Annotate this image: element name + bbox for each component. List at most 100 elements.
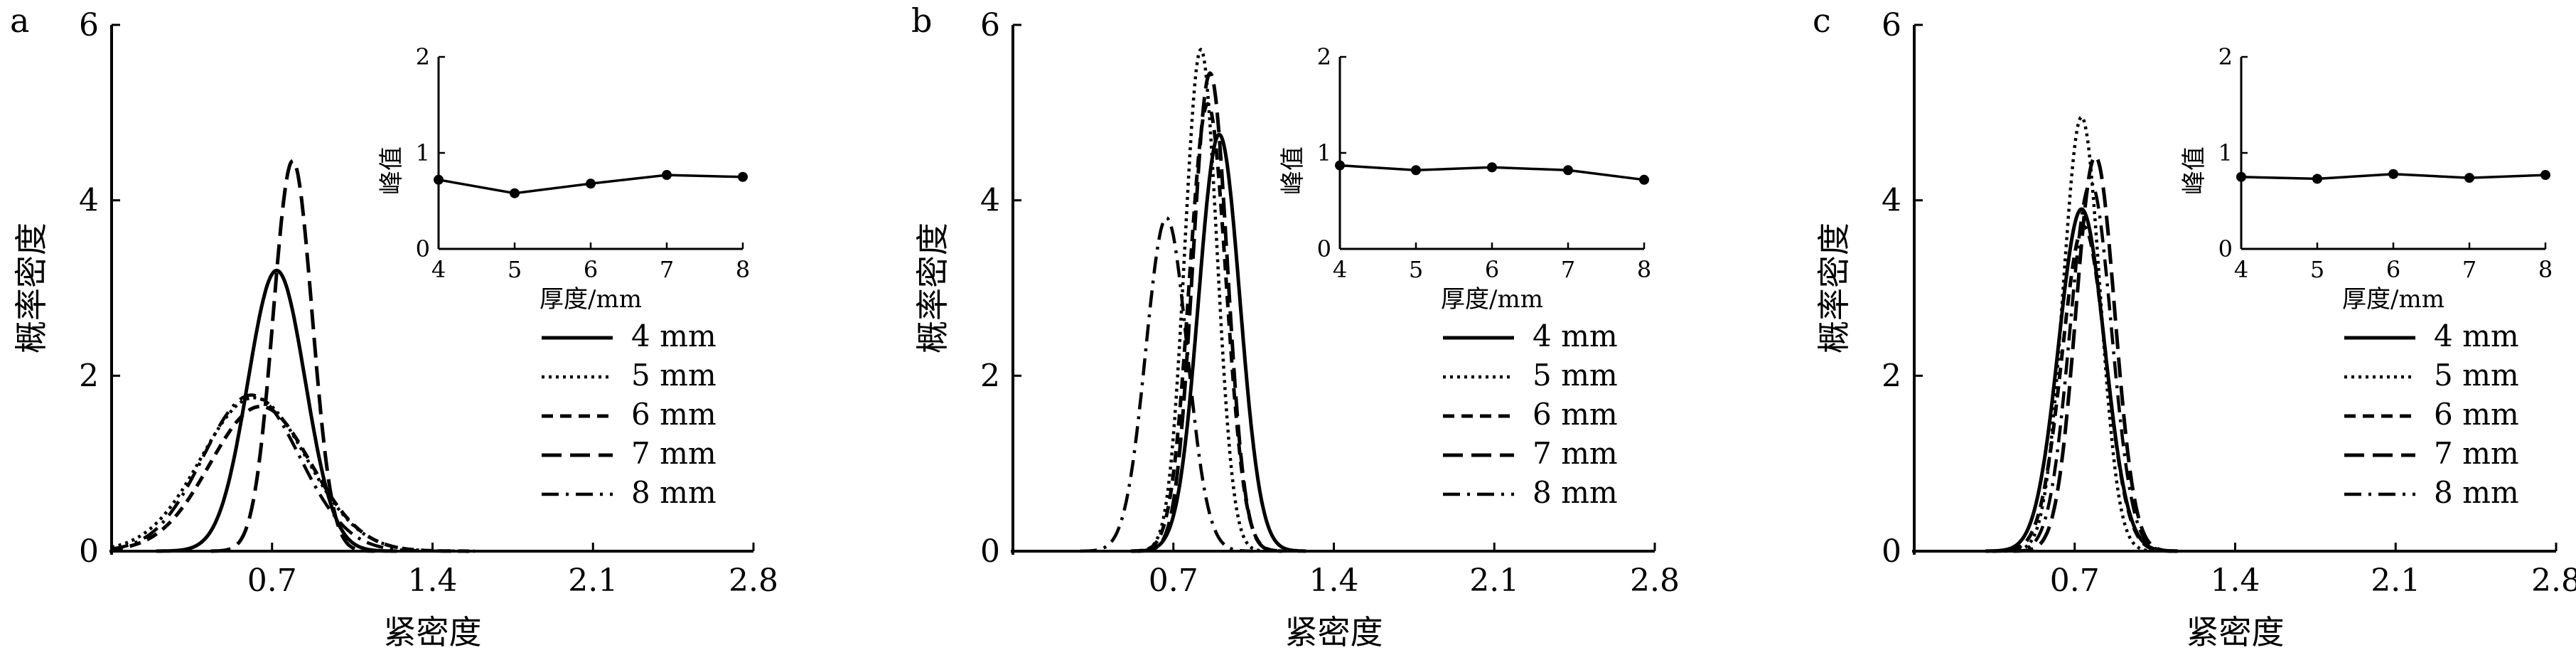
y-axis-label: 概率密度 [1815,223,1853,353]
y-tick-label: 6 [1882,7,1901,43]
inset-x-tick-label: 5 [2310,256,2324,283]
x-tick-label: 0.7 [2050,563,2100,599]
inset-peak-point [738,171,748,182]
inset-peak-point [2236,171,2246,182]
inset-x-tick-label: 6 [2386,256,2400,283]
inset-y-axis-label: 峰值 [1279,147,1307,195]
x-tick-label: 1.4 [1309,563,1359,599]
inset-x-tick-label: 4 [1333,256,1347,283]
legend-label: 6 mm [2434,397,2519,432]
x-tick-label: 2.8 [2531,563,2576,599]
inset-y-tick-label: 1 [1317,139,1331,166]
inset-x-tick-label: 6 [584,256,598,283]
inset-x-tick-label: 7 [2462,256,2476,283]
y-tick-label: 6 [79,7,99,43]
series-line-4mm [156,268,398,553]
inset-peak-point [1335,160,1345,171]
panel-a: a 0 2 4 6 0.7 1.4 2.1 2.8 紧密度 概率密度 4 mm 5 mm 6 mm 7 mm… [10,1,778,651]
legend-label: 5 mm [2434,358,2519,393]
panel-c: c 0 2 4 6 0.7 1.4 2.1 2.8 紧密度 概率密度 4 mm 5 mm 6 mm 7 mm… [1813,1,2576,651]
x-tick-label: 2.8 [1630,563,1680,599]
legend-label: 8 mm [1533,475,1618,510]
y-tick-label: 0 [1882,533,1901,570]
y-tick-label: 2 [980,358,1000,394]
inset-y-tick-label: 2 [2218,43,2233,70]
legend-label: 5 mm [1533,358,1618,393]
inset-peak-point [1487,162,1497,173]
inset-chart: 0 1 2 4 5 6 7 8 厚度/mm 峰值 [2180,43,2553,314]
inset-peak-point [2388,169,2398,179]
y-tick-label: 2 [79,358,99,394]
inset-y-tick-label: 0 [416,235,430,262]
inset-y-tick-label: 1 [416,139,430,166]
legend: 4 mm 5 mm 6 mm 7 mm 8 mm [1443,319,1618,510]
y-axis-label: 概率密度 [12,223,50,353]
inset-x-tick-label: 7 [660,256,674,283]
x-axis-label: 紧密度 [2186,613,2285,651]
legend-label: 6 mm [1533,397,1618,432]
x-tick-label: 2.1 [568,563,618,599]
legend-label: 6 mm [631,397,717,432]
x-tick-label: 2.1 [1469,563,1519,599]
y-tick-label: 0 [980,533,1000,570]
inset-chart: 0 1 2 4 5 6 7 8 厚度/mm 峰值 [1279,43,1651,314]
series-line-6mm [111,405,473,553]
inset-y-tick-label: 0 [2218,235,2233,262]
inset-y-axis-label: 峰值 [377,147,406,195]
inset-y-tick-label: 2 [1317,43,1331,70]
inset-peak-point [434,174,444,185]
panel-b: b 0 2 4 6 0.7 1.4 2.1 2.8 紧密度 概率密度 4 mm 5 mm 6 mm 7 mm… [911,1,1680,651]
legend-label: 7 mm [1533,436,1618,471]
series-line-5mm [2004,115,2159,553]
inset-y-tick-label: 1 [2218,139,2233,166]
inset-x-tick-label: 5 [1409,256,1423,283]
inset-y-axis-label: 峰值 [2180,147,2209,195]
inset-peak-point [1411,165,1421,176]
y-tick-label: 4 [980,183,1000,219]
inset-peak-point [1563,165,1573,176]
inset-x-tick-label: 5 [508,256,522,283]
inset-x-tick-label: 4 [2234,256,2248,283]
inset-x-tick-label: 8 [1637,256,1651,283]
series-line-7mm [1137,71,1284,553]
legend-label: 7 mm [631,436,717,471]
legend-label: 4 mm [2434,319,2519,353]
legend-label: 8 mm [2434,475,2519,510]
inset-x-tick-label: 6 [1485,256,1499,283]
inset-peak-point [2312,174,2322,184]
legend-label: 5 mm [631,358,717,393]
inset-peak-point [662,170,672,181]
y-tick-label: 2 [1882,358,1901,394]
inset-peak-point [586,179,596,189]
inset-y-tick-label: 0 [1317,235,1331,262]
inset-x-axis-label: 厚度/mm [540,285,642,314]
inset-x-axis-label: 厚度/mm [2342,285,2444,314]
legend: 4 mm 5 mm 6 mm 7 mm 8 mm [2344,319,2519,510]
legend-label: 4 mm [1533,319,1618,353]
inset-x-axis-label: 厚度/mm [1441,285,1543,314]
series-line-5mm [1132,48,1270,553]
inset-peak-point [1639,174,1649,185]
y-tick-label: 6 [980,7,1000,43]
series-line-6mm [1129,102,1286,553]
series-line-7mm [2012,154,2179,553]
legend: 4 mm 5 mm 6 mm 7 mm 8 mm [542,319,717,510]
series-line-7mm [210,159,376,553]
series-line-4mm [1132,132,1307,553]
x-tick-label: 1.4 [408,563,458,599]
y-tick-label: 4 [1882,183,1901,219]
y-tick-label: 4 [79,183,99,219]
x-tick-label: 0.7 [1149,563,1198,599]
x-tick-label: 2.8 [729,563,778,599]
x-tick-label: 1.4 [2211,563,2260,599]
y-tick-label: 0 [79,533,99,570]
inset-peak-point [2464,173,2474,183]
panel-label-b: b [911,1,932,40]
inset-x-tick-label: 8 [2538,256,2553,283]
series-line-6mm [1991,225,2177,553]
series-line-8mm [2003,181,2179,553]
legend-label: 8 mm [631,475,717,510]
x-tick-label: 0.7 [247,563,297,599]
panel-label-a: a [10,1,29,40]
